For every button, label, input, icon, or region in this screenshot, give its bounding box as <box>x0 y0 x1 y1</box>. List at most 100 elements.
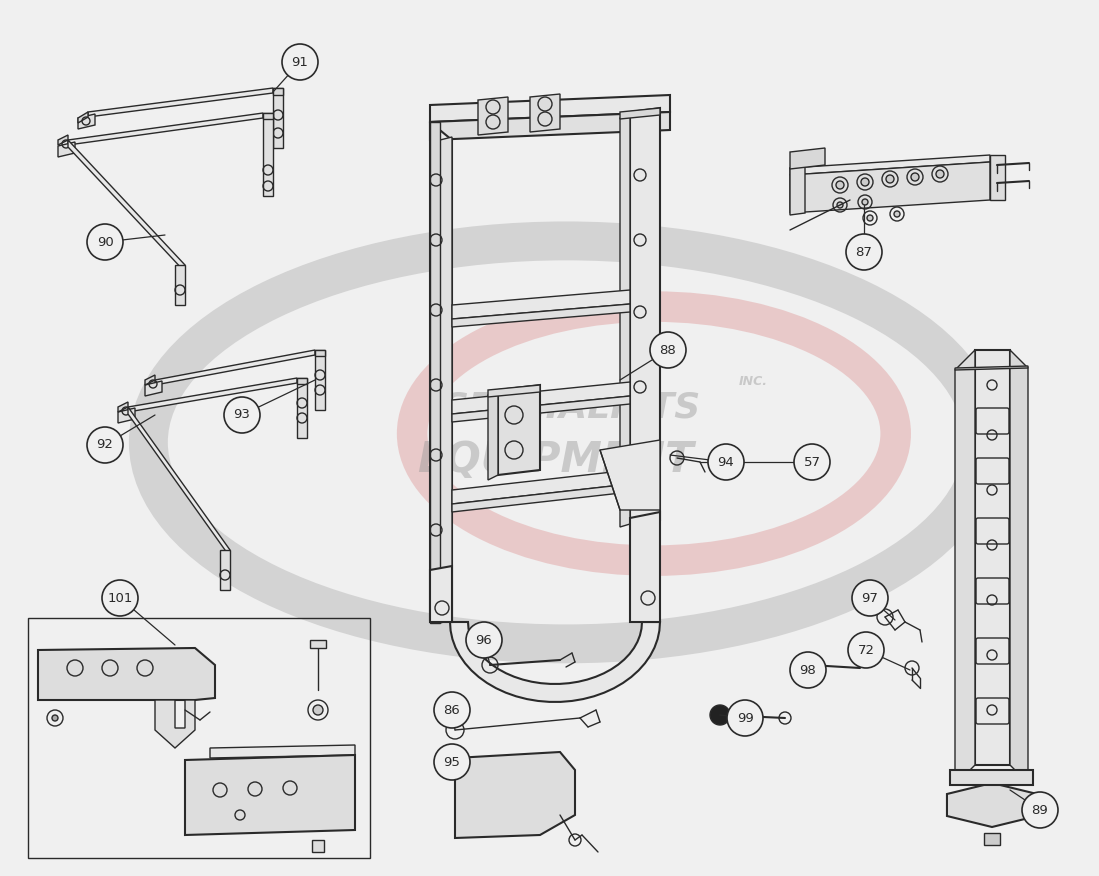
Polygon shape <box>630 512 660 622</box>
Polygon shape <box>118 408 135 423</box>
Text: 90: 90 <box>97 236 113 249</box>
Polygon shape <box>452 484 630 512</box>
Polygon shape <box>984 833 1000 845</box>
Text: INC.: INC. <box>739 375 767 387</box>
Polygon shape <box>145 375 155 385</box>
Text: 101: 101 <box>108 591 133 604</box>
Circle shape <box>836 181 844 189</box>
Polygon shape <box>498 385 540 475</box>
Polygon shape <box>310 640 326 648</box>
Polygon shape <box>127 378 297 412</box>
Polygon shape <box>155 350 315 385</box>
Polygon shape <box>990 155 1004 200</box>
Circle shape <box>708 444 744 480</box>
Text: 94: 94 <box>718 456 734 469</box>
Text: 96: 96 <box>476 633 492 646</box>
Polygon shape <box>600 440 660 510</box>
Text: 98: 98 <box>800 663 817 676</box>
Circle shape <box>936 170 944 178</box>
Circle shape <box>434 744 470 780</box>
Polygon shape <box>452 396 630 422</box>
Polygon shape <box>1010 350 1028 783</box>
Polygon shape <box>455 752 575 838</box>
Polygon shape <box>68 113 263 145</box>
Circle shape <box>893 211 900 217</box>
Polygon shape <box>127 407 230 557</box>
Circle shape <box>1022 792 1058 828</box>
Polygon shape <box>263 113 273 119</box>
Polygon shape <box>297 378 307 384</box>
Polygon shape <box>78 114 95 129</box>
Polygon shape <box>452 290 630 319</box>
Circle shape <box>837 202 843 208</box>
Polygon shape <box>273 88 284 148</box>
Polygon shape <box>947 783 1037 827</box>
Polygon shape <box>210 745 355 758</box>
Polygon shape <box>315 350 325 410</box>
Polygon shape <box>430 95 670 122</box>
Polygon shape <box>315 350 325 356</box>
Polygon shape <box>530 94 560 132</box>
Polygon shape <box>118 402 127 412</box>
Polygon shape <box>312 840 324 852</box>
Polygon shape <box>452 382 630 414</box>
Polygon shape <box>488 390 498 480</box>
Polygon shape <box>790 162 990 213</box>
Circle shape <box>87 224 123 260</box>
Circle shape <box>862 199 868 205</box>
Polygon shape <box>430 122 452 620</box>
Circle shape <box>886 175 893 183</box>
Polygon shape <box>273 88 284 95</box>
Polygon shape <box>78 112 88 123</box>
Polygon shape <box>58 135 68 145</box>
Polygon shape <box>488 385 540 397</box>
Polygon shape <box>297 378 307 438</box>
Polygon shape <box>955 366 1028 370</box>
Circle shape <box>793 444 830 480</box>
Polygon shape <box>58 142 75 157</box>
Text: 87: 87 <box>855 245 873 258</box>
Polygon shape <box>790 148 825 169</box>
Text: 57: 57 <box>803 456 821 469</box>
Polygon shape <box>975 350 1010 765</box>
Polygon shape <box>175 265 185 305</box>
Circle shape <box>224 397 260 433</box>
Polygon shape <box>478 97 508 135</box>
Text: 86: 86 <box>444 703 460 717</box>
Polygon shape <box>430 566 452 622</box>
Polygon shape <box>790 155 990 175</box>
Polygon shape <box>449 622 660 702</box>
Text: 89: 89 <box>1032 803 1048 816</box>
Circle shape <box>710 705 730 725</box>
Polygon shape <box>452 470 630 504</box>
Polygon shape <box>68 140 185 272</box>
Polygon shape <box>620 115 630 527</box>
Text: EQUIPMENT: EQUIPMENT <box>417 439 693 481</box>
Polygon shape <box>452 304 630 327</box>
Polygon shape <box>950 770 1033 785</box>
Circle shape <box>313 705 323 715</box>
Circle shape <box>52 715 58 721</box>
Polygon shape <box>430 112 670 140</box>
Circle shape <box>911 173 919 181</box>
Text: 93: 93 <box>234 408 251 421</box>
Polygon shape <box>630 108 660 524</box>
Text: 92: 92 <box>97 439 113 451</box>
Circle shape <box>728 700 763 736</box>
Circle shape <box>434 692 470 728</box>
Circle shape <box>801 656 819 674</box>
Polygon shape <box>263 113 273 196</box>
Polygon shape <box>620 108 660 119</box>
Circle shape <box>102 580 138 616</box>
Text: 97: 97 <box>862 591 878 604</box>
Polygon shape <box>88 88 273 117</box>
Circle shape <box>650 332 686 368</box>
Circle shape <box>846 234 882 270</box>
Circle shape <box>790 652 826 688</box>
Circle shape <box>852 580 888 616</box>
Polygon shape <box>155 700 195 748</box>
Text: 88: 88 <box>659 343 676 357</box>
Text: SPECIALISTS: SPECIALISTS <box>443 391 700 424</box>
Text: 95: 95 <box>444 755 460 768</box>
Circle shape <box>848 632 884 668</box>
